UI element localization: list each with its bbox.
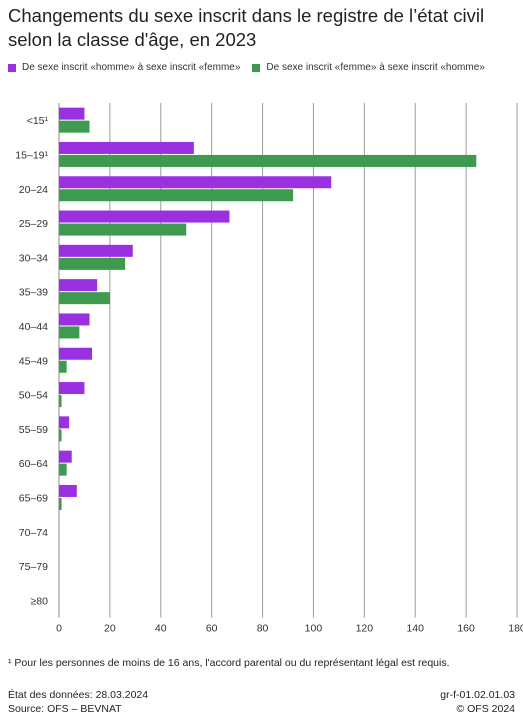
bar-femme-homme [59, 154, 477, 167]
legend-swatch-green [252, 63, 261, 72]
y-category-label: 75–79 [19, 561, 48, 573]
chart-title: Changements du sexe inscrit dans le regi… [8, 5, 485, 50]
x-tick-label: 180 [508, 623, 523, 635]
legend-label-femme-homme: De sexe inscrit «femme» à sexe inscrit «… [266, 62, 485, 73]
bar-homme-femme [59, 450, 72, 463]
bar-femme-homme [59, 395, 62, 408]
bar-homme-femme [59, 416, 70, 429]
y-category-label: 45–49 [19, 355, 48, 367]
legend-label-homme-femme: De sexe inscrit «homme» à sexe inscrit «… [22, 62, 241, 73]
bar-chart: 0 20 40 60 80 100 120 140 160 180 <15¹ 15–19¹ 20–24 2… [15, 103, 523, 635]
y-category-label: 30–34 [19, 252, 48, 264]
x-tick-label: 120 [356, 623, 374, 635]
bar-femme-homme [59, 292, 110, 305]
bar-femme-homme [59, 120, 90, 133]
bar-femme-homme [59, 257, 126, 270]
legend-item-homme-femme: De sexe inscrit «homme» à sexe inscrit «… [8, 62, 240, 73]
x-tick-label: 100 [305, 623, 323, 635]
data-date: État des données: 28.03.2024 [8, 689, 149, 701]
bar-homme-femme [59, 279, 98, 292]
y-category-label: 55–59 [19, 424, 48, 436]
bar-femme-homme [59, 429, 62, 442]
copyright: © OFS 2024 [456, 703, 515, 715]
y-category-label: 40–44 [19, 321, 48, 333]
bar-homme-femme [59, 484, 77, 497]
x-tick-label: 60 [206, 623, 218, 635]
y-category-label: 50–54 [19, 390, 48, 402]
bar-femme-homme [59, 360, 67, 373]
x-tick-label: 140 [406, 623, 424, 635]
y-category-label: 15–19¹ [15, 149, 48, 161]
legend-swatch-purple [8, 63, 16, 72]
bar-femme-homme [59, 189, 294, 202]
bar-homme-femme [59, 141, 194, 154]
legend: De sexe inscrit «homme» à sexe inscrit «… [8, 62, 518, 73]
y-category-label: 60–64 [19, 458, 48, 470]
bar-homme-femme [59, 382, 85, 395]
x-tick-label: 0 [56, 623, 62, 635]
bar-femme-homme [59, 223, 187, 236]
meta-left: État des données: 28.03.2024 Source: OFS… [8, 688, 148, 716]
meta-right: gr-f-01.02.01.03 © OFS 2024 [440, 688, 515, 716]
chart-code: gr-f-01.02.01.03 [440, 689, 515, 701]
legend-item-femme-homme: De sexe inscrit «femme» à sexe inscrit «… [252, 62, 485, 73]
data-source: Source: OFS – BEVNAT [8, 703, 122, 715]
x-tick-label: 40 [155, 623, 167, 635]
bar-femme-homme [59, 326, 80, 339]
y-category-label: <15¹ [27, 115, 49, 127]
y-category-label: 70–74 [19, 527, 48, 539]
y-category-label: 20–24 [19, 184, 48, 196]
bar-homme-femme [59, 210, 230, 223]
bar-homme-femme [59, 347, 93, 360]
y-category-label: 65–69 [19, 492, 48, 504]
bar-homme-femme [59, 107, 85, 120]
bar-homme-femme [59, 244, 133, 257]
y-category-label: ≥80 [31, 595, 49, 607]
bar-femme-homme [59, 497, 62, 510]
footnote: ¹ Pour les personnes de moins de 16 ans,… [8, 657, 450, 669]
y-category-label: 25–29 [19, 218, 48, 230]
x-tick-label: 80 [257, 623, 269, 635]
x-tick-label: 160 [457, 623, 475, 635]
x-tick-label: 20 [104, 623, 116, 635]
bar-homme-femme [59, 176, 332, 189]
bar-homme-femme [59, 313, 90, 326]
bar-femme-homme [59, 463, 67, 476]
y-category-label: 35–39 [19, 287, 48, 299]
